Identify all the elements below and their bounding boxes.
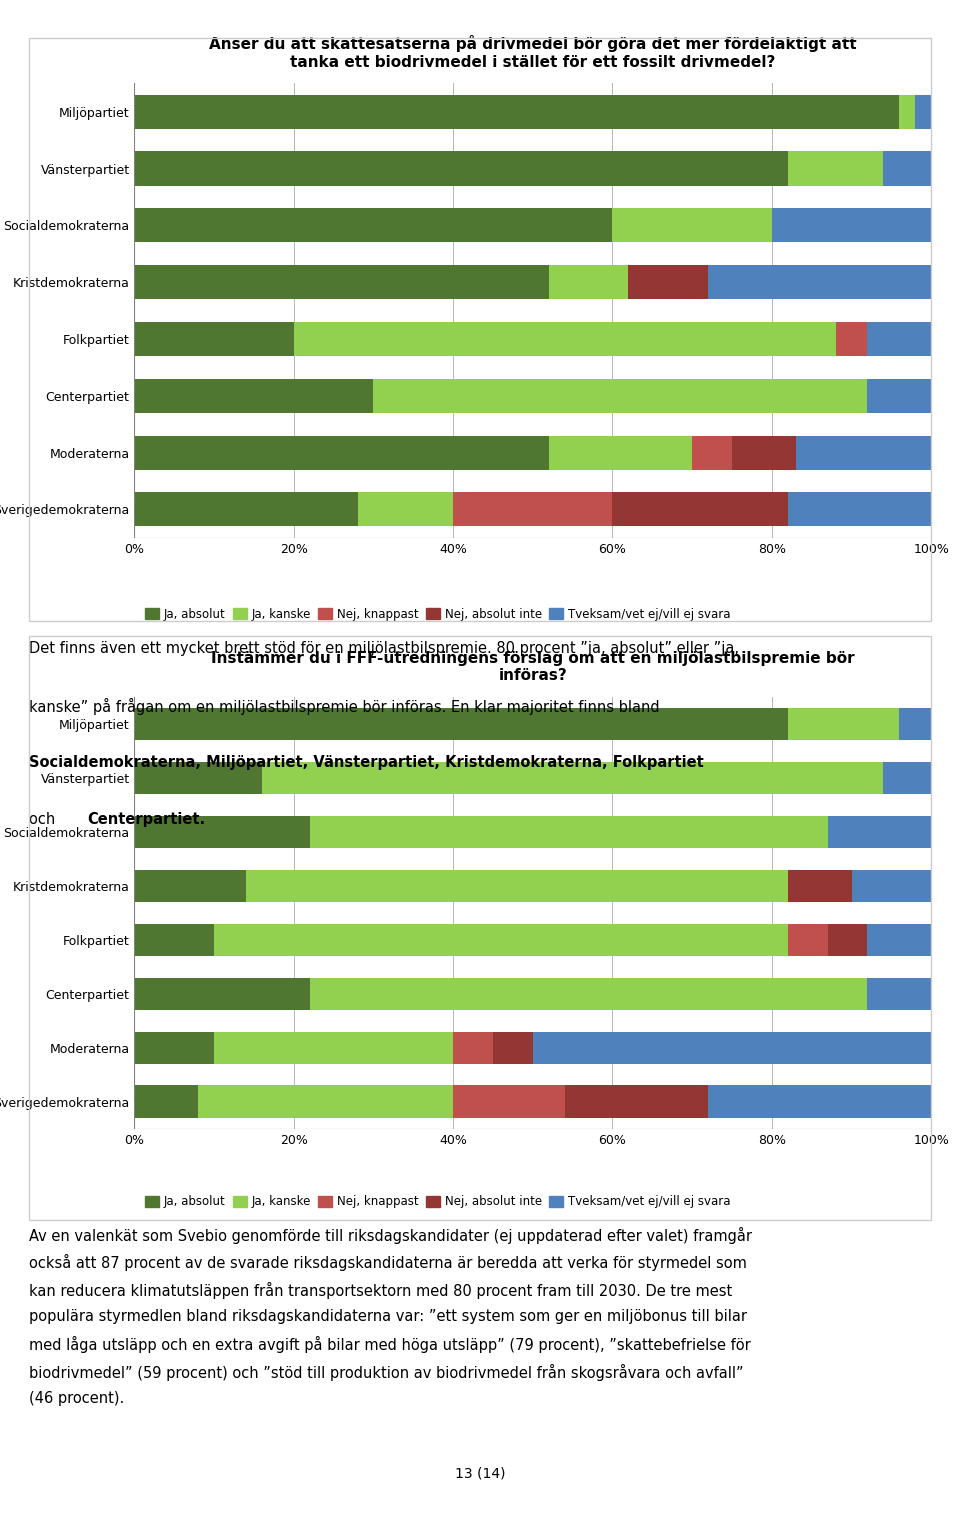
- Bar: [134, 1085, 198, 1118]
- Text: med låga utsläpp och en extra avgift på bilar med höga utsläpp” (79 procent), ”s: med låga utsläpp och en extra avgift på …: [29, 1336, 751, 1353]
- Bar: [357, 492, 453, 527]
- Bar: [549, 435, 692, 470]
- Bar: [134, 208, 612, 242]
- Bar: [788, 152, 883, 185]
- Bar: [868, 321, 931, 356]
- Legend: Ja, absolut, Ja, kanske, Nej, knappast, Nej, absolut inte, Tveksam/vet ej/vill e: Ja, absolut, Ja, kanske, Nej, knappast, …: [140, 603, 735, 626]
- Bar: [732, 435, 796, 470]
- Bar: [788, 708, 900, 739]
- Text: populära styrmedlen bland riksdagskandidaterna var: ”ett system som ger en miljö: populära styrmedlen bland riksdagskandid…: [29, 1309, 747, 1324]
- Bar: [868, 379, 931, 412]
- Bar: [564, 1085, 708, 1118]
- Text: biodrivmedel” (59 procent) och ”stöd till produktion av biodrivmedel från skogsr: biodrivmedel” (59 procent) och ”stöd til…: [29, 1364, 743, 1380]
- Bar: [134, 492, 357, 527]
- Bar: [134, 94, 900, 129]
- Text: kan reducera klimatutsläppen från transportsektorn med 80 procent fram till 2030: kan reducera klimatutsläppen från transp…: [29, 1282, 732, 1298]
- Text: Av en valenkät som Svebio genomförde till riksdagskandidater (ej uppdaterad efte: Av en valenkät som Svebio genomförde til…: [29, 1227, 752, 1244]
- Bar: [134, 708, 788, 739]
- Bar: [612, 208, 772, 242]
- Bar: [828, 924, 868, 956]
- Bar: [612, 492, 788, 527]
- Bar: [708, 1085, 931, 1118]
- Bar: [772, 208, 931, 242]
- Bar: [629, 265, 708, 298]
- Bar: [788, 492, 931, 527]
- Bar: [134, 870, 246, 901]
- Bar: [900, 708, 931, 739]
- Bar: [788, 870, 852, 901]
- Text: (46 procent).: (46 procent).: [29, 1391, 124, 1406]
- Bar: [852, 870, 931, 901]
- Text: Centerpartiet.: Centerpartiet.: [87, 812, 205, 827]
- Text: också att 87 procent av de svarade riksdagskandidaterna är beredda att verka för: också att 87 procent av de svarade riksd…: [29, 1254, 747, 1271]
- Bar: [883, 762, 931, 794]
- Bar: [533, 1032, 931, 1064]
- Bar: [900, 94, 915, 129]
- Legend: Ja, absolut, Ja, kanske, Nej, knappast, Nej, absolut inte, Tveksam/vet ej/vill e: Ja, absolut, Ja, kanske, Nej, knappast, …: [140, 1191, 735, 1214]
- Bar: [134, 435, 549, 470]
- Bar: [868, 924, 931, 956]
- Bar: [796, 435, 931, 470]
- Text: Det finns även ett mycket brett stöd för en miljölastbilspremie. 80 procent ”ja,: Det finns även ett mycket brett stöd för…: [29, 641, 739, 656]
- Bar: [262, 762, 883, 794]
- Bar: [134, 152, 788, 185]
- Bar: [310, 815, 828, 848]
- Title: Anser du att skattesatserna på drivmedel bör göra det mer fördelaktigt att
tanka: Anser du att skattesatserna på drivmedel…: [209, 35, 856, 70]
- Bar: [453, 492, 612, 527]
- Bar: [134, 1032, 214, 1064]
- Title: Instämmer du i FFF-utredningens förslag om att en miljölastbilspremie bör
införa: Instämmer du i FFF-utredningens förslag …: [211, 651, 854, 683]
- Bar: [828, 815, 931, 848]
- Bar: [134, 321, 294, 356]
- Bar: [835, 321, 868, 356]
- Bar: [246, 870, 788, 901]
- Text: Socialdemokraterna, Miljöpartiet, Vänsterpartiet, Kristdemokraterna, Folkpartiet: Socialdemokraterna, Miljöpartiet, Vänste…: [29, 754, 704, 770]
- Bar: [134, 815, 310, 848]
- Bar: [883, 152, 931, 185]
- Text: och: och: [29, 812, 60, 827]
- Text: 13 (14): 13 (14): [455, 1467, 505, 1480]
- Bar: [134, 924, 214, 956]
- Bar: [214, 924, 788, 956]
- Bar: [134, 762, 262, 794]
- Bar: [453, 1032, 493, 1064]
- Bar: [373, 379, 868, 412]
- Bar: [708, 265, 931, 298]
- Bar: [134, 977, 310, 1011]
- Bar: [788, 924, 828, 956]
- Bar: [310, 977, 868, 1011]
- Bar: [134, 265, 549, 298]
- Bar: [453, 1085, 564, 1118]
- Bar: [692, 435, 732, 470]
- Bar: [214, 1032, 453, 1064]
- Bar: [493, 1032, 533, 1064]
- Text: kanske” på frågan om en miljölastbilspremie bör införas. En klar majoritet finns: kanske” på frågan om en miljölastbilspre…: [29, 698, 660, 715]
- Bar: [868, 977, 931, 1011]
- Bar: [294, 321, 835, 356]
- Bar: [915, 94, 931, 129]
- Bar: [549, 265, 629, 298]
- Bar: [134, 379, 373, 412]
- Bar: [198, 1085, 453, 1118]
